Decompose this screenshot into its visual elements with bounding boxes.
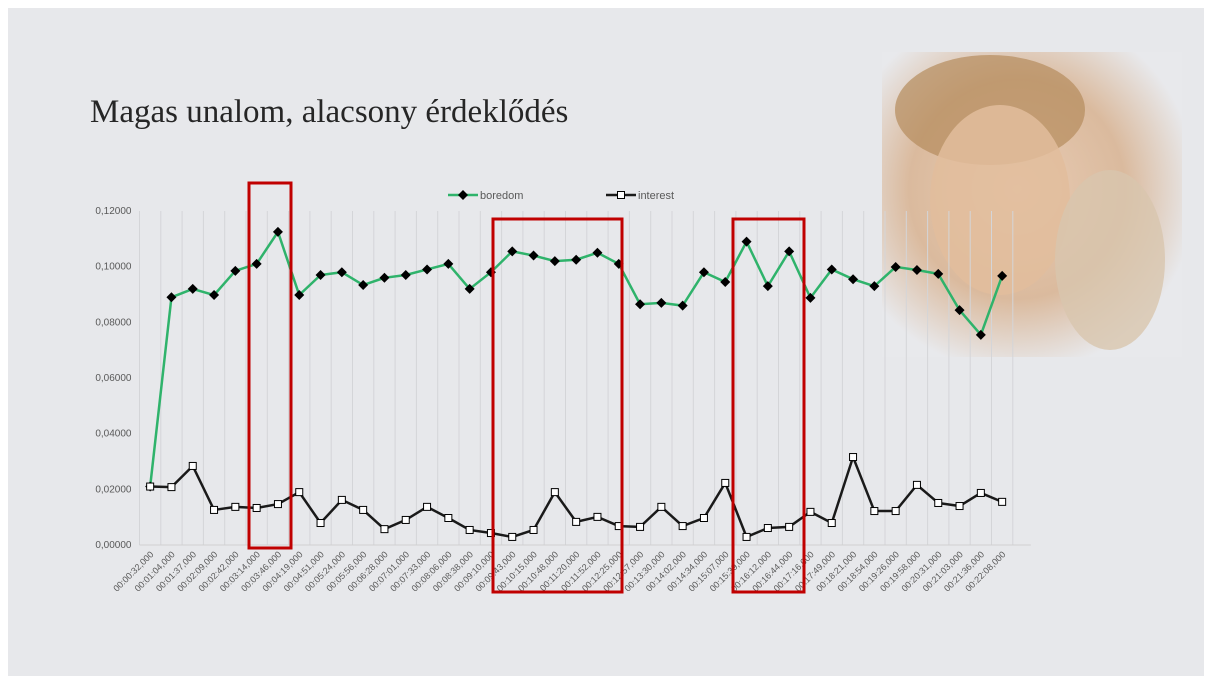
marker bbox=[762, 281, 773, 292]
marker bbox=[635, 299, 646, 310]
y-tick-label: 0,12000 bbox=[95, 206, 132, 217]
marker bbox=[891, 507, 900, 516]
marker bbox=[252, 503, 261, 512]
marker bbox=[295, 488, 304, 497]
marker bbox=[188, 461, 197, 470]
marker bbox=[166, 292, 177, 303]
marker bbox=[806, 507, 815, 516]
marker bbox=[698, 267, 709, 278]
marker bbox=[826, 264, 837, 275]
marker bbox=[976, 488, 985, 497]
marker bbox=[209, 290, 220, 301]
marker bbox=[720, 276, 731, 287]
marker bbox=[167, 483, 176, 492]
marker bbox=[379, 272, 390, 283]
marker bbox=[528, 250, 539, 261]
photo bbox=[882, 52, 1182, 357]
marker bbox=[507, 246, 518, 257]
marker bbox=[230, 265, 241, 276]
marker bbox=[636, 522, 645, 531]
marker bbox=[657, 502, 666, 511]
marker bbox=[677, 300, 688, 311]
marker bbox=[805, 292, 816, 303]
marker bbox=[251, 258, 262, 269]
marker bbox=[617, 191, 625, 199]
marker bbox=[550, 488, 559, 497]
marker bbox=[316, 519, 325, 528]
marker bbox=[294, 290, 305, 301]
highlight-box bbox=[491, 217, 624, 594]
marker bbox=[699, 514, 708, 523]
marker bbox=[571, 254, 582, 265]
marker bbox=[869, 281, 880, 292]
marker bbox=[465, 525, 474, 534]
y-tick-label: 0,08000 bbox=[95, 317, 132, 328]
marker bbox=[848, 274, 859, 285]
marker bbox=[827, 519, 836, 528]
marker bbox=[146, 482, 155, 491]
marker bbox=[444, 514, 453, 523]
highlight-box bbox=[731, 217, 806, 594]
marker bbox=[849, 453, 858, 462]
marker bbox=[336, 267, 347, 278]
marker bbox=[890, 261, 901, 272]
marker bbox=[911, 265, 922, 276]
highlight-box bbox=[247, 181, 293, 550]
slide-title: Magas unalom, alacsony érdeklődés bbox=[90, 94, 568, 130]
marker bbox=[272, 226, 283, 237]
marker bbox=[358, 280, 369, 291]
legend-label: interest bbox=[638, 190, 674, 202]
marker bbox=[464, 283, 475, 294]
legend-label: boredom bbox=[480, 190, 523, 202]
marker bbox=[315, 270, 326, 281]
marker bbox=[785, 522, 794, 531]
marker bbox=[997, 270, 1008, 281]
marker bbox=[678, 522, 687, 531]
marker bbox=[443, 258, 454, 269]
marker bbox=[870, 507, 879, 516]
marker bbox=[975, 329, 986, 340]
marker bbox=[401, 515, 410, 524]
marker bbox=[422, 264, 433, 275]
marker bbox=[742, 532, 751, 541]
marker bbox=[572, 517, 581, 526]
y-tick-label: 0,04000 bbox=[95, 429, 132, 440]
marker bbox=[458, 190, 468, 200]
highlight-boxes bbox=[247, 181, 806, 594]
marker bbox=[784, 246, 795, 257]
marker bbox=[423, 502, 432, 511]
marker bbox=[954, 305, 965, 316]
marker bbox=[529, 525, 538, 534]
marker bbox=[721, 478, 730, 487]
y-tick-label: 0,00000 bbox=[95, 540, 132, 551]
marker bbox=[656, 297, 667, 308]
marker bbox=[933, 268, 944, 279]
y-tick-label: 0,02000 bbox=[95, 484, 132, 495]
marker bbox=[337, 495, 346, 504]
marker bbox=[912, 480, 921, 489]
marker bbox=[592, 247, 603, 258]
marker bbox=[273, 500, 282, 509]
marker bbox=[210, 505, 219, 514]
marker bbox=[400, 270, 411, 281]
marker bbox=[593, 512, 602, 521]
marker bbox=[998, 497, 1007, 506]
marker bbox=[955, 502, 964, 511]
y-tick-label: 0,10000 bbox=[95, 262, 132, 273]
marker bbox=[934, 498, 943, 507]
marker bbox=[763, 524, 772, 533]
marker bbox=[231, 502, 240, 511]
marker bbox=[508, 532, 517, 541]
y-tick-label: 0,06000 bbox=[95, 373, 132, 384]
marker bbox=[380, 525, 389, 534]
marker bbox=[187, 283, 198, 294]
marker bbox=[359, 505, 368, 514]
marker bbox=[741, 236, 752, 247]
marker bbox=[549, 256, 560, 267]
